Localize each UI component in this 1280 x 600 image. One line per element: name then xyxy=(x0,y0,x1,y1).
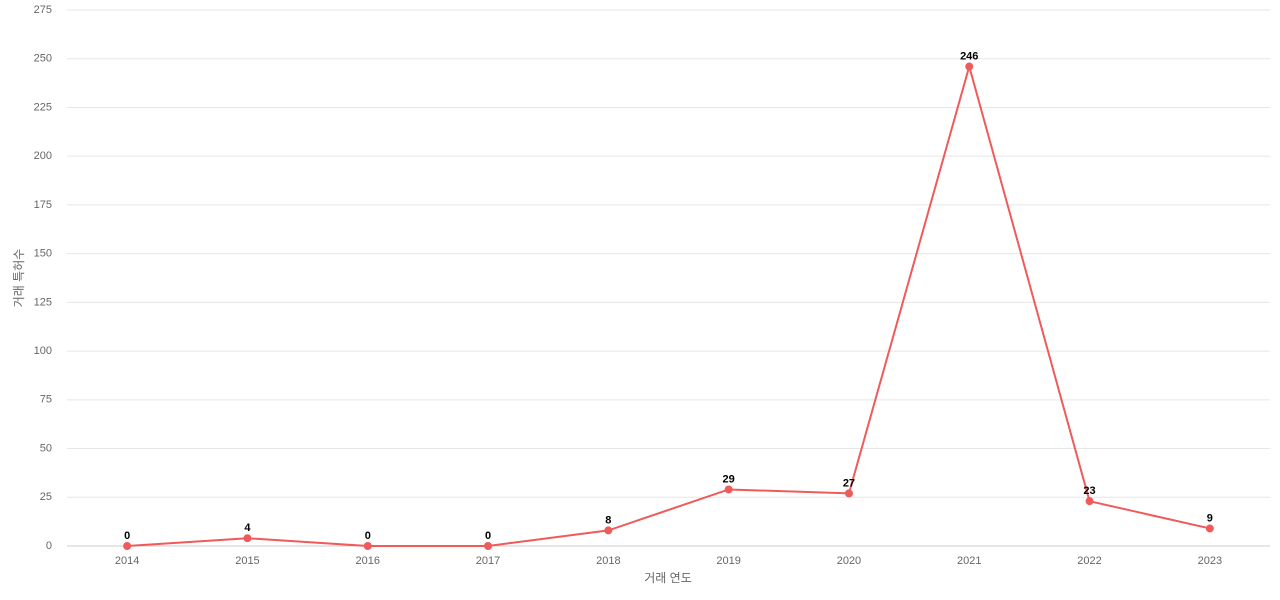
y-tick-label: 200 xyxy=(34,150,52,162)
x-tick-label: 2017 xyxy=(476,555,500,567)
x-tick-label: 2021 xyxy=(957,555,981,567)
x-tick-label: 2019 xyxy=(716,555,740,567)
data-point xyxy=(484,542,493,550)
data-label: 4 xyxy=(244,522,251,534)
data-label: 23 xyxy=(1083,485,1095,497)
x-tick-label: 2015 xyxy=(235,555,259,567)
x-tick-label: 2023 xyxy=(1198,555,1222,567)
x-tick-label: 2022 xyxy=(1077,555,1101,567)
data-label: 9 xyxy=(1207,512,1213,524)
x-tick-label: 2020 xyxy=(837,555,861,567)
data-point xyxy=(363,542,372,550)
y-tick-label: 125 xyxy=(34,296,52,308)
data-label: 246 xyxy=(960,50,978,62)
x-tick-label: 2014 xyxy=(115,555,139,567)
x-tick-label: 2016 xyxy=(356,555,380,567)
y-tick-label: 225 xyxy=(34,101,52,113)
data-point xyxy=(965,62,974,71)
data-label: 29 xyxy=(723,473,735,485)
y-tick-label: 75 xyxy=(40,394,52,406)
x-axis-title: 거래 연도 xyxy=(644,571,692,585)
data-point xyxy=(844,489,853,498)
y-axis-title: 거래 특허수 xyxy=(12,249,26,308)
y-tick-label: 150 xyxy=(34,248,52,260)
y-tick-label: 50 xyxy=(40,442,52,454)
data-point xyxy=(1205,524,1214,533)
data-label: 27 xyxy=(843,477,855,489)
x-tick-label: 2018 xyxy=(596,555,620,567)
data-label: 0 xyxy=(485,530,491,542)
y-tick-label: 275 xyxy=(34,4,52,16)
data-label: 0 xyxy=(124,530,130,542)
y-tick-label: 0 xyxy=(46,540,52,552)
data-label: 0 xyxy=(365,530,371,542)
y-tick-label: 175 xyxy=(34,199,52,211)
data-point xyxy=(604,526,613,535)
y-tick-label: 25 xyxy=(40,491,52,503)
data-point xyxy=(724,485,733,494)
y-tick-label: 250 xyxy=(34,53,52,65)
series-line xyxy=(127,62,1211,547)
data-point xyxy=(1085,497,1094,506)
data-point xyxy=(243,534,252,543)
y-tick-label: 100 xyxy=(34,345,52,357)
data-label: 8 xyxy=(605,514,611,526)
data-point xyxy=(123,542,132,550)
